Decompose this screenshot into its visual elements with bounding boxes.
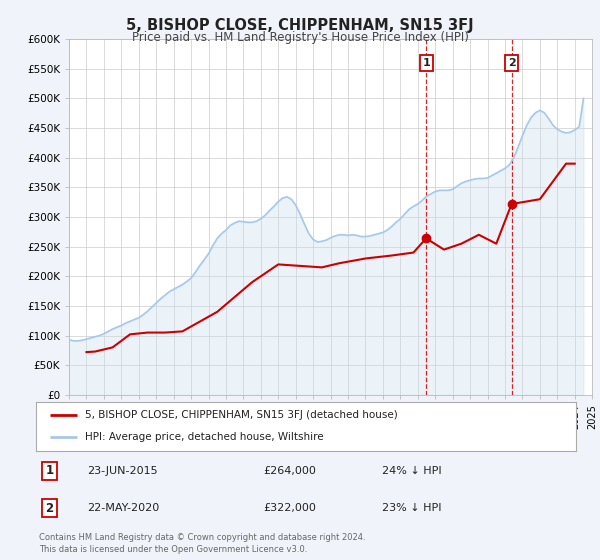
Text: 2: 2 (46, 502, 53, 515)
Text: 24% ↓ HPI: 24% ↓ HPI (382, 466, 441, 476)
Text: 1: 1 (422, 58, 430, 68)
Text: Price paid vs. HM Land Registry's House Price Index (HPI): Price paid vs. HM Land Registry's House … (131, 31, 469, 44)
Text: 22-MAY-2020: 22-MAY-2020 (88, 503, 160, 513)
Text: 2: 2 (508, 58, 515, 68)
Text: £322,000: £322,000 (263, 503, 316, 513)
Text: 1: 1 (46, 464, 53, 478)
Text: 23% ↓ HPI: 23% ↓ HPI (382, 503, 441, 513)
Text: £264,000: £264,000 (263, 466, 316, 476)
Text: HPI: Average price, detached house, Wiltshire: HPI: Average price, detached house, Wilt… (85, 432, 323, 442)
Text: Contains HM Land Registry data © Crown copyright and database right 2024.
This d: Contains HM Land Registry data © Crown c… (39, 533, 365, 554)
Text: 23-JUN-2015: 23-JUN-2015 (88, 466, 158, 476)
Text: 5, BISHOP CLOSE, CHIPPENHAM, SN15 3FJ: 5, BISHOP CLOSE, CHIPPENHAM, SN15 3FJ (126, 18, 474, 33)
Text: 5, BISHOP CLOSE, CHIPPENHAM, SN15 3FJ (detached house): 5, BISHOP CLOSE, CHIPPENHAM, SN15 3FJ (d… (85, 410, 397, 420)
